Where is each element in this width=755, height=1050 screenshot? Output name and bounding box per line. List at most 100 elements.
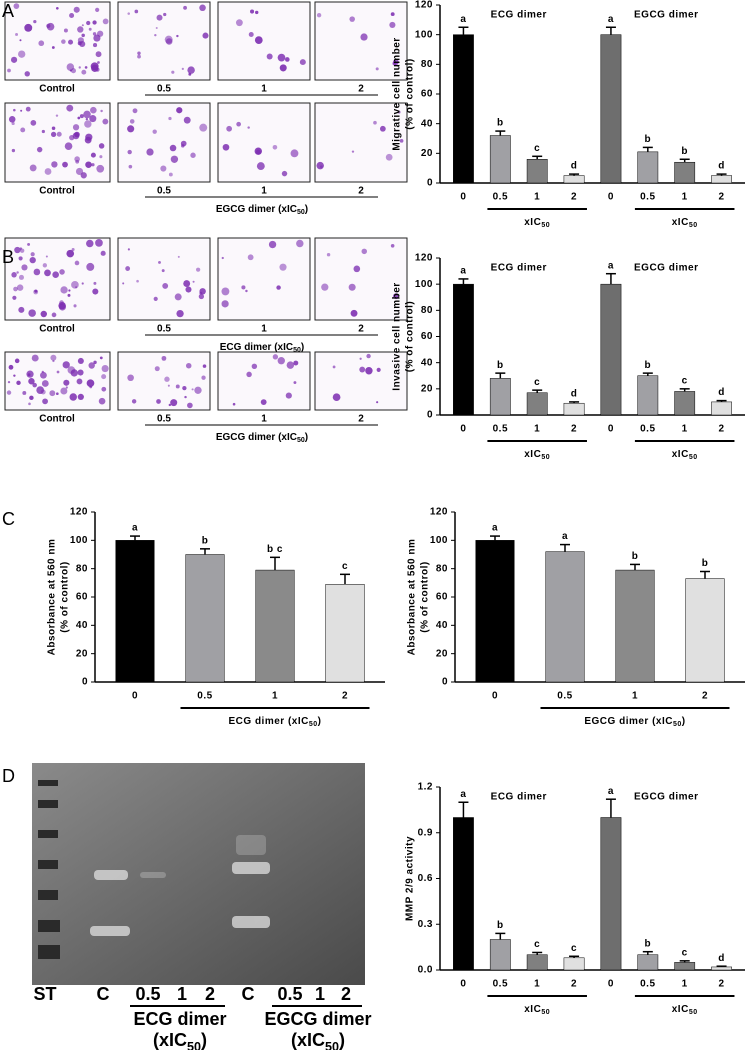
x-axis-label: xIC50	[524, 1004, 550, 1017]
x-axis-label-part: xIC	[672, 217, 689, 228]
y-tick-label: 40	[421, 118, 433, 129]
cell	[290, 149, 299, 158]
x-axis-label-part: 50	[309, 721, 318, 728]
cell	[41, 380, 49, 387]
dose-label: 1	[261, 324, 267, 335]
cell	[127, 248, 130, 251]
significance-letter: d	[718, 953, 725, 964]
cell	[154, 33, 157, 37]
cell	[31, 354, 39, 362]
group-unit-part: (xIC	[153, 1030, 187, 1050]
cell	[162, 282, 169, 289]
cell	[7, 68, 11, 73]
error-bar	[642, 950, 653, 955]
significance-letter: a	[562, 531, 568, 542]
cell	[266, 53, 273, 60]
bar	[489, 135, 511, 184]
error-bar	[130, 535, 140, 541]
group-name: EGCG dimer	[634, 263, 698, 274]
y-tick-label: 0	[427, 410, 433, 421]
cell	[77, 393, 84, 400]
cell	[152, 129, 157, 134]
y-tick-label: 60	[421, 89, 433, 100]
cell	[390, 12, 395, 17]
cell	[77, 369, 84, 376]
error-bar	[700, 570, 710, 579]
cell	[77, 26, 84, 33]
cell	[52, 359, 55, 363]
cell	[66, 63, 75, 71]
dose-label: 2	[358, 84, 364, 95]
x-tick-label: 1	[534, 979, 540, 990]
cell	[256, 162, 265, 171]
x-axis-label-part: ECG dimer (xIC	[229, 716, 309, 727]
dose-label: 2	[358, 186, 364, 197]
x-tick-label: 0	[492, 691, 498, 702]
cell	[45, 255, 48, 258]
cell	[28, 309, 36, 317]
error-bar	[716, 399, 727, 402]
significance-letter: b c	[267, 544, 283, 555]
cell	[74, 260, 80, 266]
cell	[96, 164, 105, 173]
cell	[192, 280, 195, 283]
x-tick-label: 1	[534, 192, 540, 203]
group-unit: (xIC50)	[291, 1030, 345, 1050]
cell	[272, 354, 279, 360]
bar	[711, 966, 732, 971]
x-axis-label-part: xIC	[524, 449, 541, 460]
cell	[235, 19, 243, 27]
significance-letter: d	[718, 161, 725, 172]
y-tick-label: 60	[436, 592, 448, 603]
bar	[615, 569, 655, 683]
cell	[73, 6, 80, 13]
y-axis-label: (% of control)	[405, 301, 416, 372]
cell	[50, 131, 57, 138]
dose-label: 0.5	[157, 186, 171, 197]
dose-label: 0.5	[157, 84, 171, 95]
cell	[50, 354, 57, 361]
cell	[254, 36, 263, 44]
cell	[353, 265, 361, 273]
error-bar	[642, 372, 653, 376]
cell	[98, 143, 105, 149]
y-tick-label: 80	[76, 563, 88, 574]
group-name: EGCG dimer	[634, 10, 698, 21]
cell	[199, 288, 206, 295]
cell	[348, 283, 356, 291]
cell	[13, 3, 20, 9]
micrograph	[4, 351, 111, 411]
bar	[711, 401, 732, 416]
cell	[201, 375, 206, 380]
significance-letter: b	[681, 146, 688, 157]
y-tick-label: 60	[421, 331, 433, 342]
x-tick-label: 0.5	[493, 979, 508, 990]
significance-letter: c	[534, 377, 540, 388]
cell	[7, 380, 11, 384]
micrograph	[117, 237, 211, 321]
cell	[385, 153, 393, 161]
group-name: ECG dimer	[133, 1009, 226, 1029]
cell	[13, 374, 16, 377]
cell	[161, 269, 165, 273]
group-label-part: 50	[297, 437, 305, 444]
x-tick-label: 2	[571, 192, 577, 203]
cell	[359, 366, 366, 373]
x-tick-label: 1	[682, 424, 688, 435]
cell	[75, 167, 84, 176]
x-tick-label: 1	[632, 691, 638, 702]
cell	[86, 262, 95, 271]
cell	[134, 9, 139, 14]
cell	[32, 382, 37, 388]
error-bar	[495, 130, 506, 136]
cell	[375, 67, 379, 71]
cell	[40, 371, 47, 379]
cell	[30, 252, 35, 257]
x-axis-label: xIC50	[672, 1004, 698, 1017]
y-tick-label: 0	[427, 178, 433, 189]
cell	[100, 250, 106, 256]
cell	[92, 20, 97, 25]
cell	[27, 242, 31, 246]
cell	[70, 369, 78, 377]
cell	[97, 61, 100, 64]
